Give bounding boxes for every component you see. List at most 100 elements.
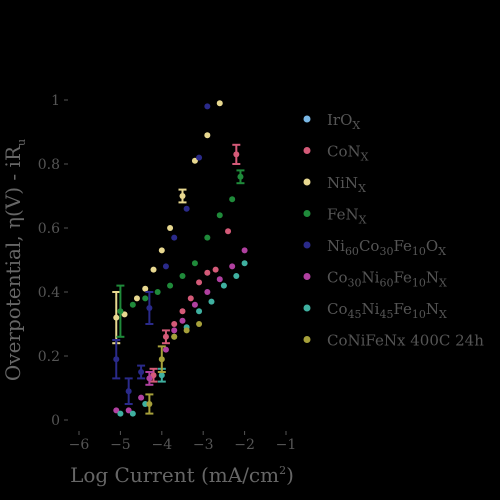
data-point[interactable]	[121, 311, 128, 318]
legend-item[interactable]: Ni60Co30Fe10OX	[303, 237, 447, 258]
data-point[interactable]	[162, 263, 169, 270]
series-6	[117, 260, 248, 417]
data-point[interactable]	[196, 308, 203, 315]
data-point[interactable]	[158, 247, 165, 254]
data-point[interactable]	[133, 295, 140, 302]
data-point[interactable]	[171, 321, 178, 327]
legend-item[interactable]: CoNX	[303, 143, 369, 164]
data-point[interactable]	[204, 132, 211, 139]
x-axis-label: Log Current (mA/cm2)	[70, 463, 294, 487]
y-tick-label: 1	[51, 93, 60, 109]
data-point[interactable]	[150, 372, 157, 379]
data-point[interactable]	[229, 196, 236, 203]
series-2	[112, 100, 223, 345]
data-point[interactable]	[241, 247, 248, 254]
legend-marker	[303, 178, 311, 186]
data-point[interactable]	[208, 298, 215, 305]
data-point[interactable]	[154, 289, 161, 295]
data-point[interactable]	[241, 260, 248, 267]
data-point[interactable]	[225, 228, 232, 235]
y-axis-label: Overpotential, η(V) - iRu	[1, 139, 28, 381]
data-point[interactable]	[216, 100, 223, 107]
data-point[interactable]	[179, 317, 186, 324]
data-point[interactable]	[171, 234, 178, 241]
data-point[interactable]	[113, 314, 120, 321]
legend-label: Co30Ni60Fe10NX	[327, 269, 447, 290]
data-point[interactable]	[129, 410, 136, 417]
legend-label: NiNX	[327, 174, 366, 195]
legend-item[interactable]: Co45Ni45Fe10NX	[303, 300, 448, 321]
data-point[interactable]	[196, 321, 203, 327]
legend-marker	[303, 304, 311, 312]
data-point[interactable]	[171, 333, 178, 340]
plot-area	[112, 100, 248, 417]
data-point[interactable]	[125, 388, 132, 395]
data-point[interactable]	[179, 273, 186, 279]
data-point[interactable]	[216, 212, 223, 219]
data-point[interactable]	[233, 273, 240, 279]
y-axis: 0 0.2 0.4 0.6 0.8 1	[38, 93, 68, 429]
data-point[interactable]	[216, 276, 223, 283]
data-point[interactable]	[187, 295, 194, 302]
data-point[interactable]	[142, 295, 149, 302]
data-point[interactable]	[204, 234, 211, 241]
legend[interactable]: IrOX CoNX NiNX FeNX Ni60Co30Fe10OX Co30Ni60Fe…	[303, 111, 485, 350]
legend-item[interactable]: NiNX	[303, 174, 367, 195]
series-4	[112, 103, 211, 405]
legend-item[interactable]: CoNiFeNx 400C 24h	[303, 332, 485, 350]
data-point[interactable]	[117, 308, 124, 315]
data-point[interactable]	[191, 301, 198, 308]
data-point[interactable]	[150, 266, 157, 273]
x-tick-label: −1	[276, 437, 297, 453]
data-point[interactable]	[233, 151, 240, 158]
data-point[interactable]	[117, 410, 124, 417]
series-1	[149, 143, 241, 383]
data-point[interactable]	[167, 225, 174, 231]
legend-label: Ni60Co30Fe10OX	[327, 237, 446, 258]
data-point[interactable]	[183, 327, 190, 334]
data-point[interactable]	[196, 279, 203, 286]
data-point[interactable]	[191, 157, 198, 164]
x-axis: −6 −5 −4 −3 −2 −1	[69, 431, 297, 453]
data-point[interactable]	[162, 346, 169, 353]
legend-label: IrOX	[327, 111, 360, 132]
data-point[interactable]	[125, 407, 132, 414]
data-point[interactable]	[146, 375, 153, 382]
legend-item[interactable]: IrOX	[303, 111, 361, 132]
data-point[interactable]	[183, 205, 190, 212]
legend-marker	[303, 147, 311, 154]
data-point[interactable]	[129, 301, 136, 308]
data-point[interactable]	[179, 308, 186, 315]
data-point[interactable]	[204, 269, 211, 276]
data-point[interactable]	[167, 282, 174, 289]
data-point[interactable]	[146, 401, 153, 407]
legend-marker	[303, 210, 311, 217]
data-point[interactable]	[142, 285, 149, 292]
data-point[interactable]	[212, 266, 219, 273]
data-point[interactable]	[171, 327, 178, 334]
series-7	[145, 321, 203, 415]
data-point[interactable]	[113, 407, 120, 414]
legend-item[interactable]: Co30Ni60Fe10NX	[303, 269, 448, 290]
legend-item[interactable]: FeNX	[303, 206, 367, 227]
data-point[interactable]	[138, 394, 145, 401]
data-point[interactable]	[196, 154, 203, 161]
data-point[interactable]	[142, 401, 149, 407]
data-point[interactable]	[229, 263, 236, 270]
data-point[interactable]	[204, 103, 211, 110]
data-point[interactable]	[204, 289, 211, 295]
x-tick-label: −4	[151, 437, 172, 453]
data-point[interactable]	[113, 356, 120, 363]
data-point[interactable]	[158, 372, 165, 379]
data-point[interactable]	[237, 173, 244, 180]
data-point[interactable]	[191, 260, 198, 267]
data-point[interactable]	[162, 333, 169, 340]
y-tick-label: 0.6	[38, 221, 60, 237]
data-point[interactable]	[179, 193, 186, 199]
legend-label: FeNX	[327, 206, 367, 227]
legend-marker	[303, 273, 311, 280]
data-point[interactable]	[220, 282, 227, 289]
data-point[interactable]	[146, 305, 153, 311]
data-point[interactable]	[158, 356, 165, 363]
data-point[interactable]	[138, 369, 145, 375]
